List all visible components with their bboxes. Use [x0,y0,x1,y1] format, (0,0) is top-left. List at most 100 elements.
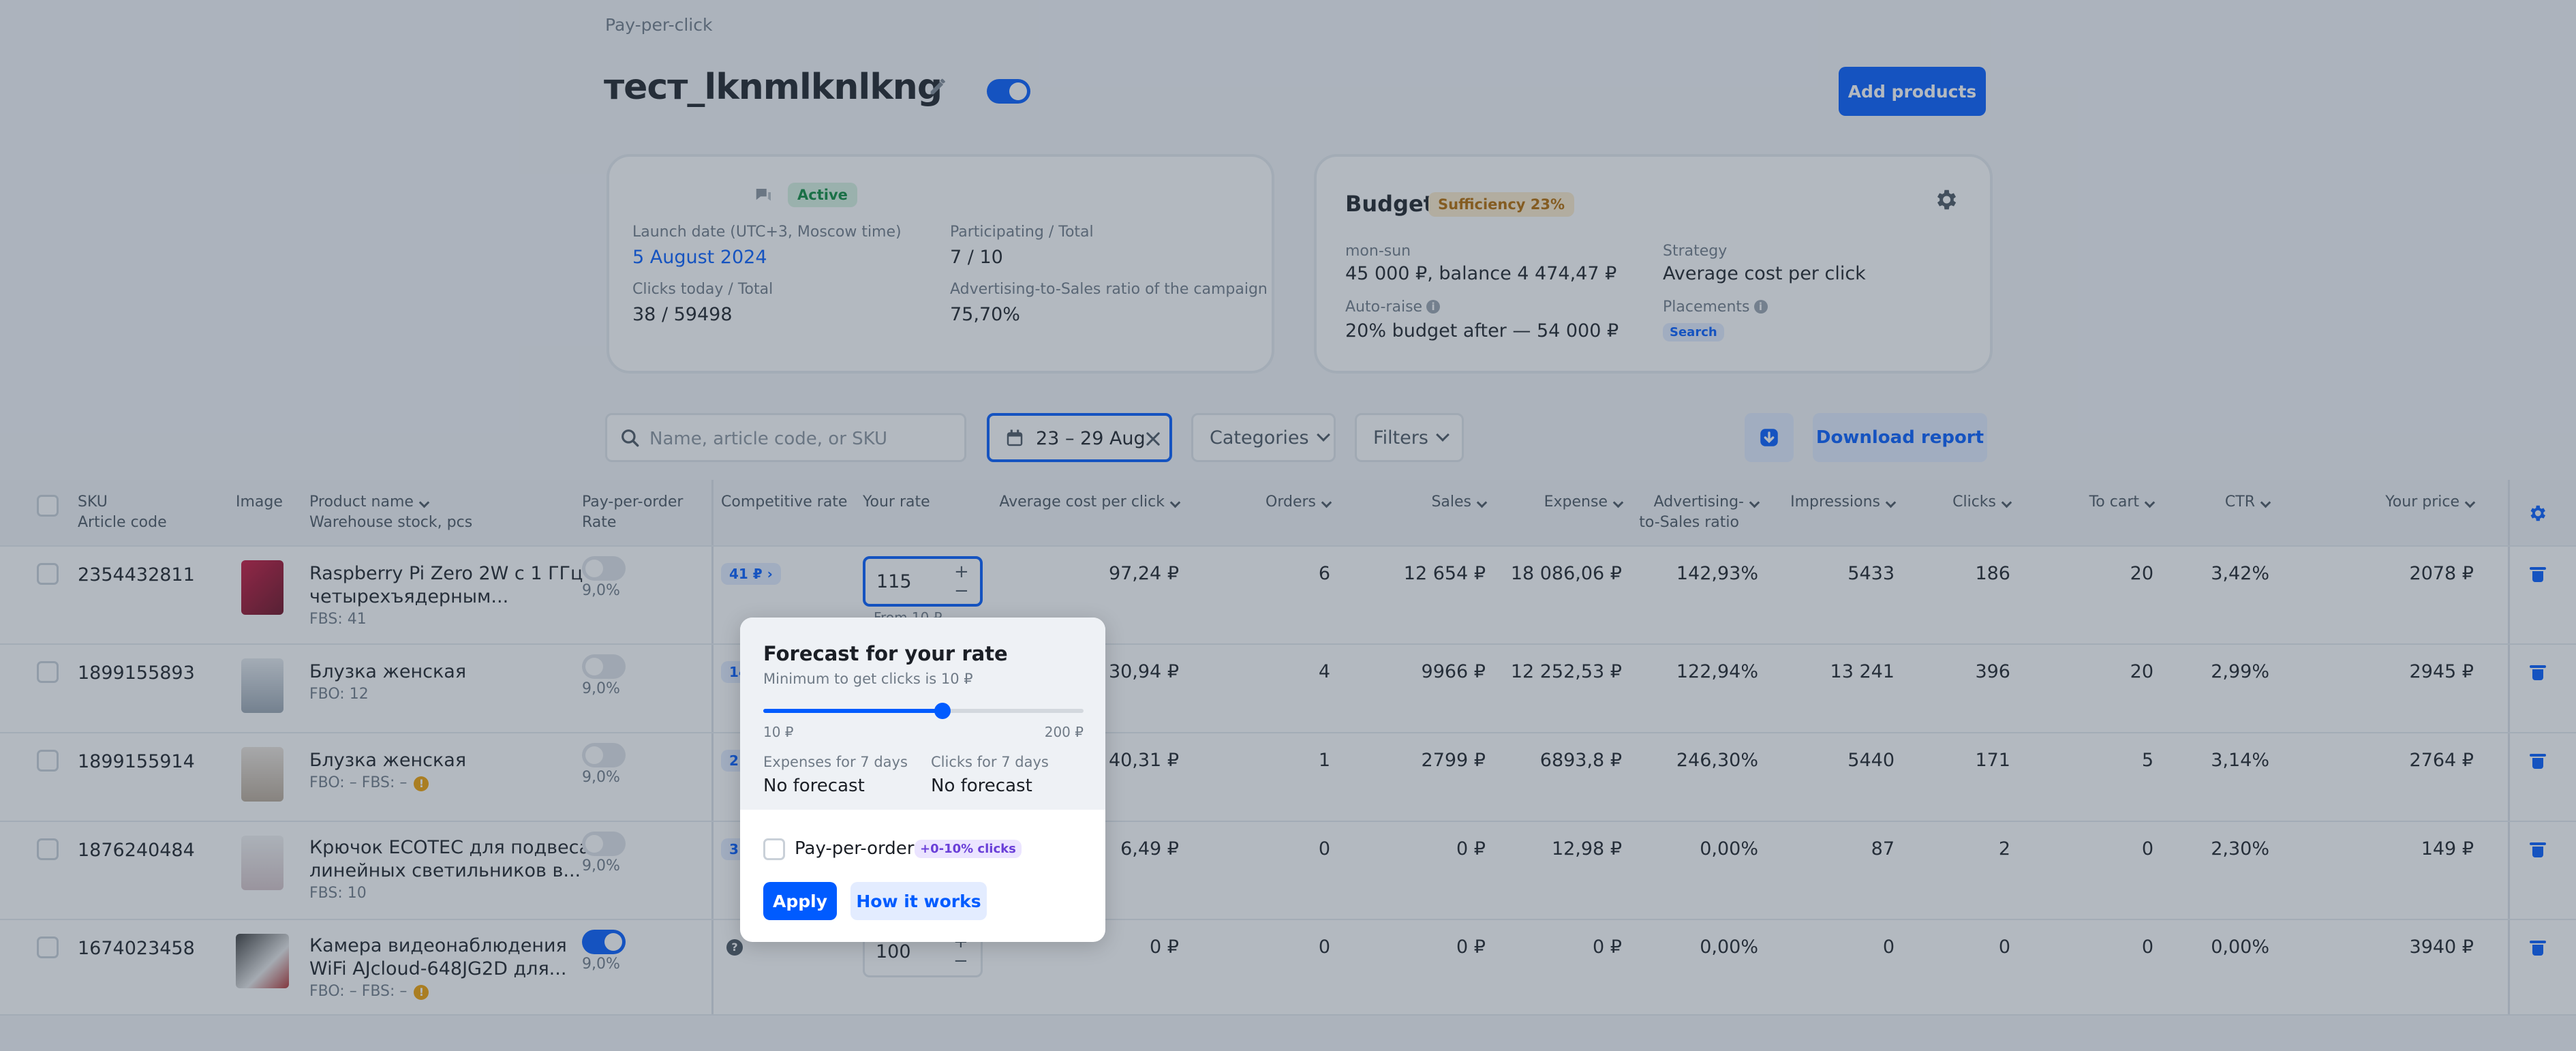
ads-ratio-cell: 0,00% [1700,838,1758,859]
categories-dropdown[interactable]: Categories [1191,413,1336,462]
product-thumbnail[interactable] [241,658,283,713]
your-rate-input[interactable]: 115 + − [863,556,983,607]
filters-dropdown[interactable]: Filters [1355,413,1464,462]
to-cart-cell: 0 [2141,936,2153,958]
header-ctr[interactable]: CTR [2181,492,2271,513]
header-expense[interactable]: Expense [1499,492,1624,513]
product-name[interactable]: Камера видеонаблюдения [309,935,567,956]
download-report-button[interactable]: Download report [1813,413,1987,462]
header-ads-ratio[interactable]: Advertising-to-Sales ratio [1636,492,1760,533]
header-price[interactable]: Your price [2317,492,2476,513]
rate-value: 9,0% [582,956,620,973]
placements-label-text: Placements [1663,299,1750,316]
product-name[interactable]: Raspberry Pi Zero 2W с 1 ГГц [309,563,583,584]
competitive-rate-chip[interactable]: 41 ₽ › [721,563,781,585]
column-divider [711,480,714,1016]
delete-trash-icon[interactable] [2530,840,2546,857]
header-sales[interactable]: Sales [1363,492,1488,513]
header-product[interactable]: Product name Warehouse stock, pcs [309,492,472,533]
sufficiency-badge: Sufficiency 23% [1428,192,1575,217]
increment-icon[interactable]: + [954,562,969,582]
row-checkbox[interactable] [37,936,59,958]
launch-date-label: Launch date (UTC+3, Moscow time) [632,224,902,241]
slider-handle[interactable] [934,703,951,719]
ads-ratio-cell: 0,00% [1700,936,1758,958]
edit-pencil-icon[interactable] [927,75,950,98]
how-it-works-button[interactable]: How it works [850,882,987,920]
strategy-value: Average cost per click [1663,263,1866,284]
ppo-checkbox-label[interactable]: Pay-per-order [795,838,915,859]
stock-value: FBO: – FBS: –! [309,983,429,1000]
add-products-button[interactable]: Add products [1839,67,1986,116]
clear-date-icon[interactable] [1144,429,1163,448]
product-thumbnail[interactable] [236,934,289,988]
ppo-checkbox[interactable] [763,838,785,860]
header-clicks[interactable]: Clicks [1908,492,2012,513]
orders-cell: 6 [1318,563,1330,584]
table-settings-gear-icon[interactable] [2527,503,2547,523]
launch-date-value[interactable]: 5 August 2024 [632,247,767,268]
header-sku[interactable]: SKU Article code [78,492,167,533]
download-icon-button[interactable] [1745,413,1794,462]
ppo-toggle[interactable] [582,743,626,767]
search-input[interactable]: Name, article code, or SKU [605,413,966,462]
price-cell: 2945 ₽ [2409,661,2474,682]
product-thumbnail[interactable] [241,836,283,890]
warning-icon[interactable]: ! [414,985,429,1000]
ppo-toggle[interactable] [582,930,626,954]
header-to-cart[interactable]: To cart [2044,492,2156,513]
ppo-toggle[interactable] [582,832,626,856]
select-all-checkbox[interactable] [37,495,59,517]
product-name[interactable]: Крючок ECOTEC для подвеса [309,837,591,858]
row-checkbox[interactable] [37,661,59,683]
delete-trash-icon[interactable] [2530,662,2546,680]
product-name[interactable]: Блузка женская [309,750,467,771]
info-icon[interactable]: i [1753,300,1768,314]
delete-trash-icon[interactable] [2530,564,2546,582]
your-rate-value: 115 [876,571,912,592]
clicks-cell: 186 [1975,563,2010,584]
header-ppo: Pay-per-order Rate [582,492,683,533]
warning-icon[interactable]: ! [414,776,429,791]
product-name[interactable]: Блузка женская [309,661,467,682]
gear-icon[interactable] [1933,187,1959,213]
apply-button[interactable]: Apply [763,882,837,920]
row-checkbox[interactable] [37,563,59,585]
avg-cpc-cell: 97,24 ₽ [1108,563,1179,584]
breadcrumb[interactable]: Pay-per-click [605,15,713,35]
date-range-picker[interactable]: 23 – 29 Aug [987,413,1172,462]
ads-ratio-cell: 122,94% [1676,661,1758,682]
header-clicks-label: Clicks [1952,493,1996,511]
ppo-toggle[interactable] [582,556,626,581]
header-ads-ratio-label: Advertising- [1653,493,1744,511]
header-orders[interactable]: Orders [1227,492,1332,513]
search-placeholder: Name, article code, or SKU [649,429,888,449]
product-thumbnail[interactable] [241,747,283,802]
campaign-toggle[interactable] [987,79,1030,104]
product-name-line2[interactable]: линейных светильников в... [309,860,581,881]
rate-slider[interactable] [763,703,1084,719]
product-name-line2[interactable]: четырехъядерным... [309,586,509,607]
row-checkbox[interactable] [37,838,59,860]
expenses-label: Expenses for 7 days [763,754,908,770]
orders-cell: 0 [1318,936,1330,958]
clicks-cell: 0 [1998,936,2010,958]
help-icon[interactable]: ? [726,939,743,956]
ppo-toggle[interactable] [582,654,626,679]
info-icon[interactable]: i [1426,300,1441,314]
header-impressions[interactable]: Impressions [1772,492,1897,513]
impressions-cell: 13 241 [1830,661,1895,682]
avg-cpc-cell: 0 ₽ [1150,936,1179,958]
delete-trash-icon[interactable] [2530,938,2546,956]
row-checkbox[interactable] [37,750,59,772]
product-thumbnail[interactable] [241,560,283,615]
decrement-icon[interactable]: − [953,951,968,971]
impressions-cell: 0 [1882,936,1895,958]
product-name-line2[interactable]: WiFi AJcloud-648JG2D для... [309,958,567,979]
decrement-icon[interactable]: − [954,581,969,601]
popup-subtitle: Minimum to get clicks is 10 ₽ [763,671,973,687]
delete-trash-icon[interactable] [2530,751,2546,769]
header-rate-label: Rate [582,514,617,531]
header-avg-cpc[interactable]: Average cost per click [940,492,1181,513]
